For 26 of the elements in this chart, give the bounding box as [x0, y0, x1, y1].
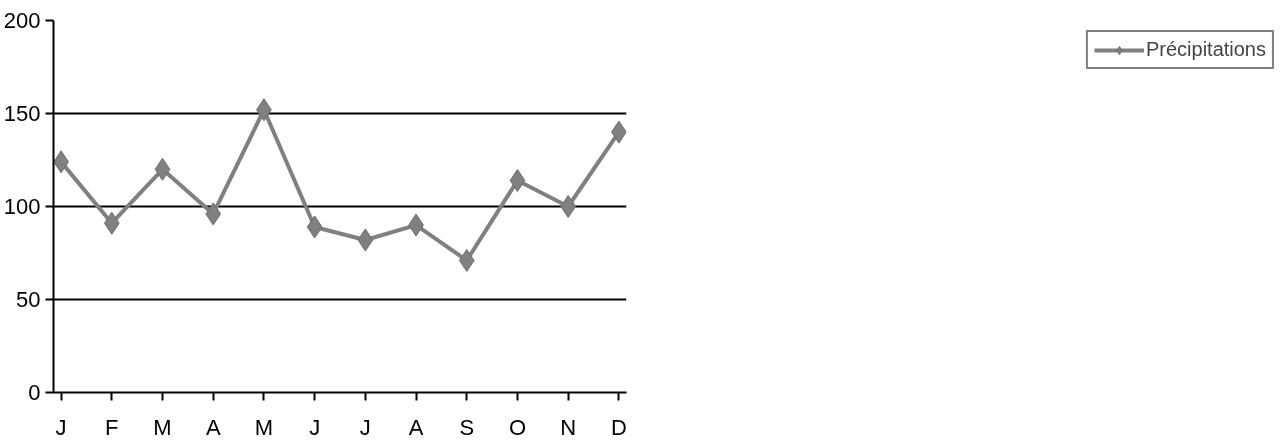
x-tick-label: J [309, 414, 321, 440]
x-tick-label: A [408, 414, 424, 440]
x-tick-label: O [508, 414, 527, 440]
y-tick-label: 150 [3, 101, 41, 126]
y-tick-label: 100 [3, 194, 41, 219]
y-tick-label: 50 [16, 287, 41, 312]
y-tick-label: 200 [3, 8, 41, 33]
x-tick-label: M [254, 414, 274, 440]
x-tick-label: M [153, 414, 172, 440]
point [306, 215, 323, 239]
x-tick-label: J [55, 414, 67, 440]
legend-label: Précipitations [1145, 38, 1266, 61]
point [154, 157, 171, 181]
x-tick-label: A [205, 414, 221, 440]
x-tick-label: D [610, 414, 627, 440]
point [509, 168, 526, 192]
point [103, 211, 120, 235]
x-tick-label: S [459, 414, 475, 440]
point [560, 195, 577, 218]
y-tick-label: 0 [28, 380, 41, 405]
point [357, 228, 374, 252]
x-tick-label: F [105, 414, 119, 440]
x-tick-label: J [359, 414, 371, 440]
point [458, 248, 475, 272]
x-tick-label: N [560, 414, 577, 440]
point [205, 202, 222, 226]
